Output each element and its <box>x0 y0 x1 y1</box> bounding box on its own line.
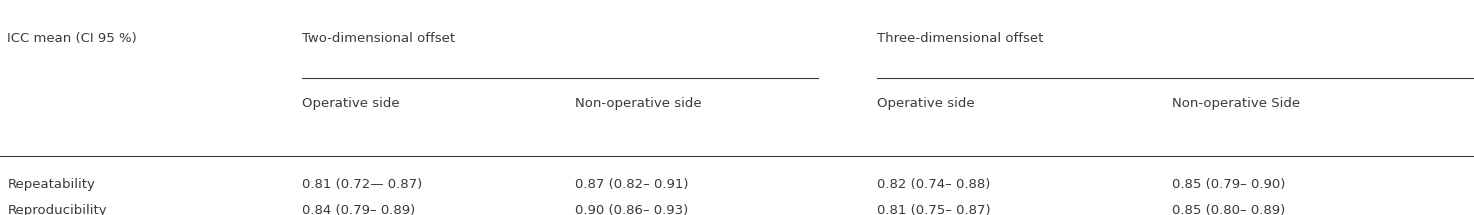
Text: 0.82 (0.74– 0.88): 0.82 (0.74– 0.88) <box>877 178 991 191</box>
Text: Reproducibility: Reproducibility <box>7 204 108 215</box>
Text: Non-operative side: Non-operative side <box>575 97 702 110</box>
Text: Non-operative Side: Non-operative Side <box>1172 97 1300 110</box>
Text: 0.84 (0.79– 0.89): 0.84 (0.79– 0.89) <box>302 204 416 215</box>
Text: 0.90 (0.86– 0.93): 0.90 (0.86– 0.93) <box>575 204 688 215</box>
Text: 0.87 (0.82– 0.91): 0.87 (0.82– 0.91) <box>575 178 688 191</box>
Text: ICC mean (CI 95 %): ICC mean (CI 95 %) <box>7 32 137 45</box>
Text: Operative side: Operative side <box>302 97 399 110</box>
Text: 0.85 (0.79– 0.90): 0.85 (0.79– 0.90) <box>1172 178 1285 191</box>
Text: 0.85 (0.80– 0.89): 0.85 (0.80– 0.89) <box>1172 204 1285 215</box>
Text: 0.81 (0.72— 0.87): 0.81 (0.72— 0.87) <box>302 178 423 191</box>
Text: Three-dimensional offset: Three-dimensional offset <box>877 32 1044 45</box>
Text: Operative side: Operative side <box>877 97 974 110</box>
Text: 0.81 (0.75– 0.87): 0.81 (0.75– 0.87) <box>877 204 991 215</box>
Text: Repeatability: Repeatability <box>7 178 96 191</box>
Text: Two-dimensional offset: Two-dimensional offset <box>302 32 455 45</box>
